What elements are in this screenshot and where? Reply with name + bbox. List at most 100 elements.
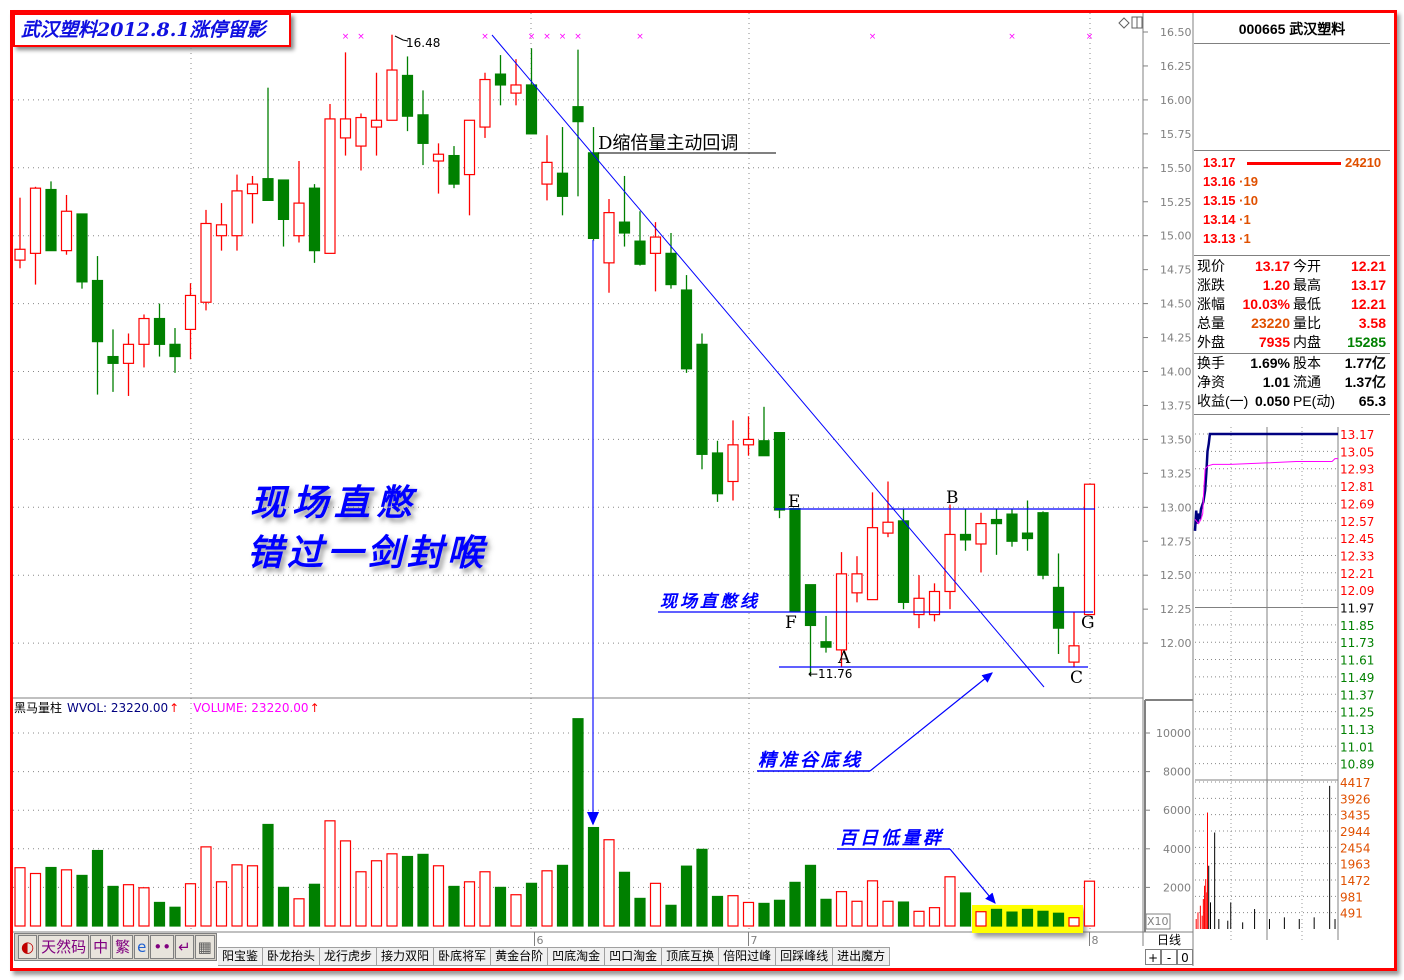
order-book-row: 13.17 24210 xyxy=(1203,155,1389,173)
diamond-icon[interactable] xyxy=(1118,17,1130,29)
formula-tab[interactable]: 倍阳过峰 xyxy=(719,947,777,966)
fundamental-row: 收益(一) 0.050 PE(动) 65.3 xyxy=(1196,392,1388,411)
stat-value: 7935 xyxy=(1258,334,1290,350)
volume-bar xyxy=(107,885,119,927)
price-tick-label: 16.00 xyxy=(1160,94,1192,107)
fundamental-label: 净资 xyxy=(1197,374,1225,390)
price-tick-label: 12.50 xyxy=(1160,569,1192,582)
valley-arrow xyxy=(869,672,993,772)
point-c-label: C xyxy=(1070,668,1083,688)
volume-bar xyxy=(649,882,662,927)
formula-tab[interactable]: 凹口淘金 xyxy=(605,947,663,966)
intraday-price-label: 12.09 xyxy=(1340,584,1374,598)
divider xyxy=(1194,255,1390,256)
intraday-price-label: 12.21 xyxy=(1340,567,1374,581)
candle-body xyxy=(680,289,693,370)
candle-body xyxy=(1083,483,1096,616)
ime-logo-icon[interactable]: ◐ xyxy=(18,935,38,959)
candle-body xyxy=(122,343,135,364)
volume-bar xyxy=(200,846,212,927)
candle-body xyxy=(572,106,584,123)
order-price: 13.13 xyxy=(1203,231,1236,246)
intraday-volume-label: 491 xyxy=(1340,907,1363,921)
formula-tab[interactable]: 卧龙抬头 xyxy=(263,947,321,966)
intraday-price-label: 11.13 xyxy=(1340,723,1374,737)
candle-body xyxy=(1006,513,1018,542)
price-axis: 16.50 16.25 16.00 15.75 15.50 15.25 15.00 14.75… xyxy=(1143,26,1192,650)
intraday-price-label: 12.57 xyxy=(1340,515,1374,529)
zoom-reset-button[interactable]: 0 xyxy=(1177,949,1193,965)
volume-bar xyxy=(60,869,73,927)
intraday-volume-label: 3435 xyxy=(1340,809,1371,823)
volume-bar xyxy=(928,907,941,927)
candle-body xyxy=(308,187,321,252)
ime-toolbar: ◐ 天然码 中 繁 e •• ↵ ▦ xyxy=(14,933,217,961)
zoom-in-button[interactable]: + xyxy=(1145,949,1161,965)
candle-body xyxy=(928,590,941,616)
candle-body xyxy=(29,187,42,254)
fundamental-value: 0.050 xyxy=(1254,393,1290,409)
volume-bar xyxy=(355,871,367,927)
fundamental-value: 1.37亿 xyxy=(1344,374,1386,390)
stat-label: 量比 xyxy=(1293,315,1321,331)
ime-name[interactable]: 天然码 xyxy=(38,935,90,959)
volume-bar xyxy=(14,867,26,927)
shape-icon[interactable]: ↵ xyxy=(175,935,194,959)
volume-bar xyxy=(634,897,646,927)
formula-tab[interactable]: 龙行虎步 xyxy=(320,947,378,966)
ime-traditional-toggle[interactable]: 繁 xyxy=(112,935,134,959)
wvol-up-arrow-icon: ↑ xyxy=(169,701,179,715)
divider xyxy=(1194,353,1390,354)
price-tick-label: 14.00 xyxy=(1160,366,1192,379)
volume-bar xyxy=(339,840,352,927)
volume-bar xyxy=(944,876,956,927)
price-tick-label: 12.75 xyxy=(1160,535,1192,548)
formula-tab[interactable]: 进出魔方 xyxy=(833,947,891,966)
fundamental-value: 65.3 xyxy=(1358,393,1386,409)
punctuation-icon[interactable]: •• xyxy=(150,935,175,959)
volume-bar xyxy=(525,882,538,927)
formula-tab[interactable]: 黄金台阶 xyxy=(491,947,549,966)
price-tick-label: 13.50 xyxy=(1160,433,1192,446)
volume-bar xyxy=(773,899,786,927)
chart-window-frame xyxy=(10,10,1397,971)
formula-tab[interactable]: 卧底将军 xyxy=(434,947,492,966)
candle-body xyxy=(634,240,646,265)
candle-body xyxy=(231,190,243,237)
formula-tab[interactable]: 回踩峰线 xyxy=(776,947,834,966)
formula-tab[interactable]: 接力双阳 xyxy=(377,947,435,966)
keyboard-icon[interactable]: ▦ xyxy=(194,935,215,959)
stat-label: 最低 xyxy=(1293,296,1321,312)
candle-body xyxy=(417,114,429,144)
volume-bar xyxy=(618,871,631,927)
candle-body xyxy=(897,520,910,603)
candle-body xyxy=(541,161,553,185)
formula-tab[interactable]: 凹底淘金 xyxy=(548,947,606,966)
candle-body xyxy=(758,440,770,457)
low-volume-label: 百日低量群 xyxy=(839,828,944,849)
zoom-out-button[interactable]: - xyxy=(1161,949,1177,965)
volume-bar xyxy=(370,860,383,927)
volume-bar xyxy=(401,855,414,927)
fundamental-value: 1.69% xyxy=(1250,355,1290,371)
volume-bar xyxy=(1083,880,1096,927)
signal-marker-icon: × xyxy=(574,32,582,42)
ime-chinese-toggle[interactable]: 中 xyxy=(90,935,112,959)
price-tick-label: 15.00 xyxy=(1160,230,1192,243)
browser-icon[interactable]: e xyxy=(134,935,150,959)
stat-row: 总量 23220 量比 3.58 xyxy=(1196,314,1388,333)
candle-body xyxy=(355,116,367,147)
formula-tab[interactable]: 顶底互换 xyxy=(662,947,720,966)
candle-body xyxy=(1068,645,1080,663)
volume-bar xyxy=(29,872,42,927)
formula-tab[interactable]: 阳宝鉴 xyxy=(218,947,264,966)
volume-bar xyxy=(1052,912,1065,927)
candle-body xyxy=(169,343,181,358)
volume-bar xyxy=(665,904,677,927)
fundamental-label: 流通 xyxy=(1293,374,1321,390)
order-volume: ·19 xyxy=(1239,174,1258,189)
order-book-row: 13.14 ·1 xyxy=(1203,212,1389,230)
candle-body xyxy=(45,188,57,252)
intraday-price-label: 10.89 xyxy=(1340,758,1374,772)
